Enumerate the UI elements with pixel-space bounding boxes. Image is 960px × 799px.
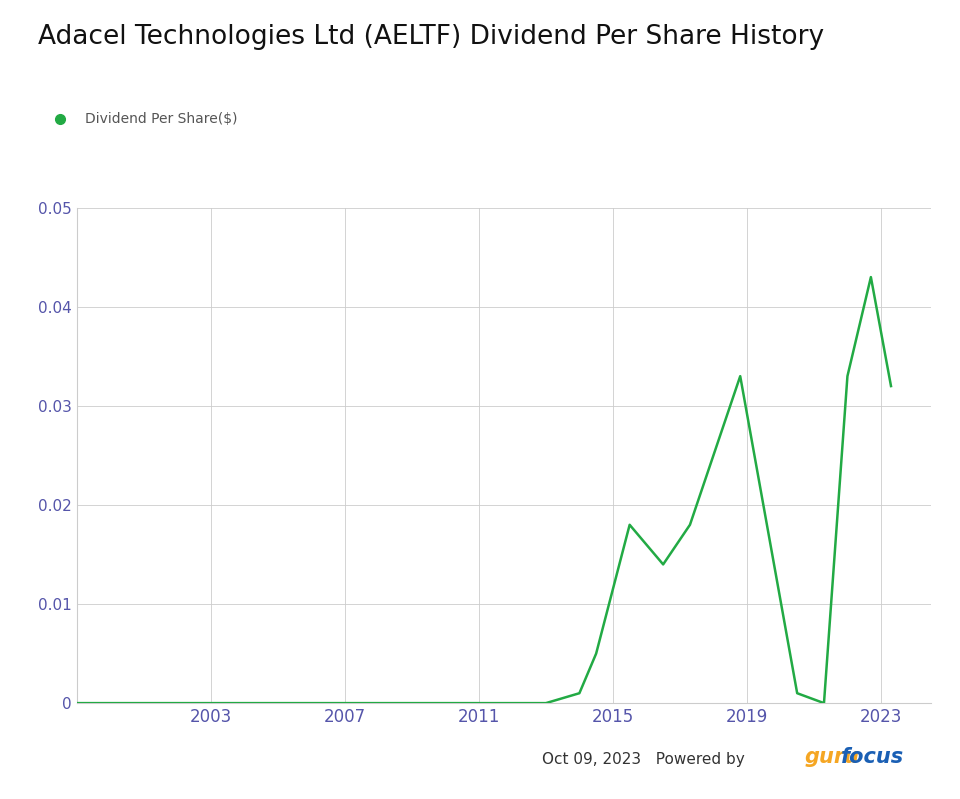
Text: Adacel Technologies Ltd (AELTF) Dividend Per Share History: Adacel Technologies Ltd (AELTF) Dividend… — [38, 24, 825, 50]
Text: focus: focus — [841, 747, 904, 767]
Text: Oct 09, 2023   Powered by: Oct 09, 2023 Powered by — [542, 752, 750, 767]
Text: guru: guru — [804, 747, 859, 767]
Legend: Dividend Per Share($): Dividend Per Share($) — [40, 107, 243, 132]
